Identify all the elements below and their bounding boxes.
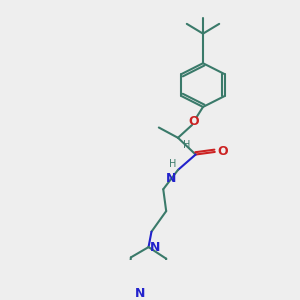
Text: N: N xyxy=(135,287,146,300)
Text: N: N xyxy=(150,241,160,254)
Text: O: O xyxy=(218,146,228,158)
Text: N: N xyxy=(166,172,176,185)
Text: H: H xyxy=(183,140,190,150)
Text: O: O xyxy=(189,115,200,128)
Text: H: H xyxy=(169,159,176,169)
